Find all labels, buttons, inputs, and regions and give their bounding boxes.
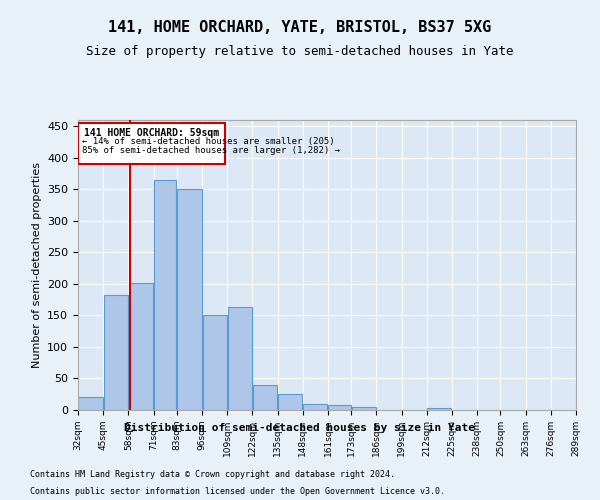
Bar (278, 394, 302, 410)
Text: Size of property relative to semi-detached houses in Yate: Size of property relative to semi-detach… (86, 45, 514, 58)
Text: Distribution of semi-detached houses by size in Yate: Distribution of semi-detached houses by … (125, 422, 476, 432)
Bar (203, 315, 227, 410)
Bar (352, 407, 376, 410)
Bar (104, 294, 128, 410)
Y-axis label: Number of semi-detached properties: Number of semi-detached properties (32, 162, 41, 368)
Bar (577, 408, 600, 410)
Text: 141 HOME ORCHARD: 59sqm: 141 HOME ORCHARD: 59sqm (84, 128, 219, 138)
Bar (427, 408, 451, 410)
Bar (253, 385, 277, 410)
Bar (178, 190, 202, 410)
Bar (154, 180, 176, 410)
Text: 141, HOME ORCHARD, YATE, BRISTOL, BS37 5XG: 141, HOME ORCHARD, YATE, BRISTOL, BS37 5… (109, 20, 491, 35)
Bar (227, 307, 252, 410)
Bar (129, 284, 153, 410)
FancyBboxPatch shape (78, 123, 225, 164)
Bar (328, 405, 351, 410)
Text: Contains public sector information licensed under the Open Government Licence v3: Contains public sector information licen… (30, 488, 445, 496)
Text: 85% of semi-detached houses are larger (1,282) →: 85% of semi-detached houses are larger (… (82, 146, 340, 155)
Bar (79, 398, 103, 410)
Text: Contains HM Land Registry data © Crown copyright and database right 2024.: Contains HM Land Registry data © Crown c… (30, 470, 395, 479)
Text: ← 14% of semi-detached houses are smaller (205): ← 14% of semi-detached houses are smalle… (82, 137, 335, 146)
Bar (303, 404, 328, 410)
